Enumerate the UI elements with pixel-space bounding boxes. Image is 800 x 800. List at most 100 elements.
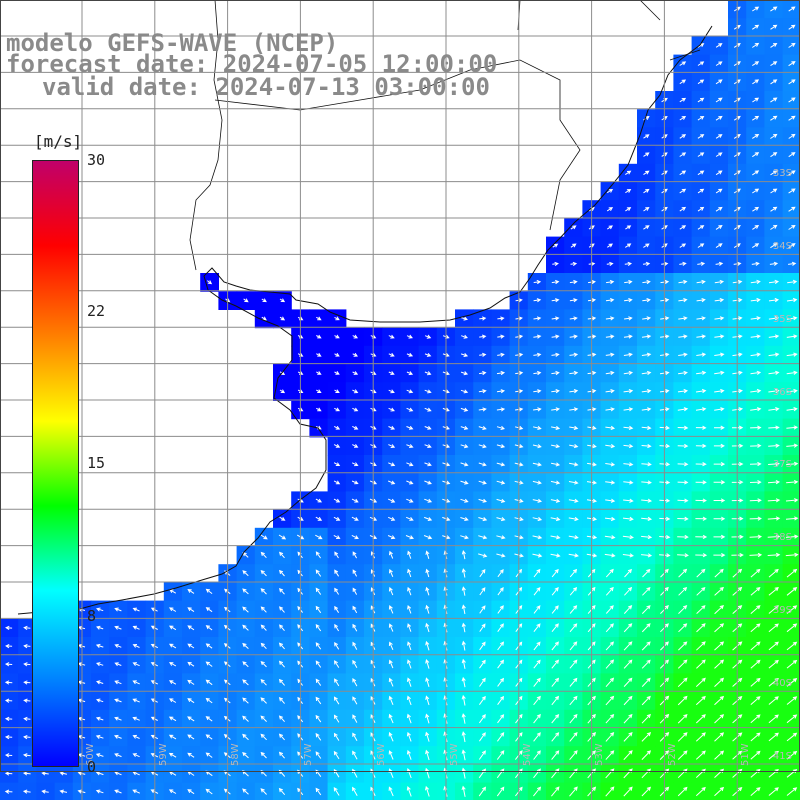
wind-arrow <box>606 279 615 285</box>
wind-arrow <box>278 715 285 723</box>
wind-arrow <box>788 188 796 194</box>
wind-arrow <box>714 732 725 742</box>
border-line <box>189 0 581 271</box>
wind-arrow <box>23 716 31 722</box>
wind-arrow <box>352 425 359 430</box>
wind-arrow <box>715 115 723 121</box>
wind-arrow <box>678 605 688 614</box>
wind-arrow <box>461 334 468 339</box>
lon-label: 59W <box>158 743 169 766</box>
wind-arrow <box>352 786 358 797</box>
wind-arrow <box>278 787 286 796</box>
wind-arrow <box>352 659 358 669</box>
wind-arrow <box>187 789 195 795</box>
wind-arrow <box>95 643 104 648</box>
wind-arrow <box>768 316 780 321</box>
wind-arrow <box>551 659 560 669</box>
wind-arrow <box>315 534 323 540</box>
wind-arrow <box>424 334 432 339</box>
wind-arrow <box>768 461 780 467</box>
wind-arrow <box>114 625 122 630</box>
wind-arrow <box>478 517 488 522</box>
wind-arrow <box>679 261 687 266</box>
wind-arrow <box>278 678 285 686</box>
wind-arrow <box>569 370 579 376</box>
wind-arrow <box>788 224 796 230</box>
wind-arrow <box>697 170 705 176</box>
wind-arrow <box>623 443 634 449</box>
wind-arrow <box>388 623 394 632</box>
wind-arrow <box>205 679 213 686</box>
wind-arrow <box>425 640 430 651</box>
wind-arrow <box>496 535 506 540</box>
wind-arrow <box>788 133 796 139</box>
wind-arrow <box>695 462 707 467</box>
wind-arrow <box>768 425 780 430</box>
wind-arrow <box>460 498 469 503</box>
wind-arrow <box>605 713 615 724</box>
wind-arrow <box>569 352 579 357</box>
wind-arrow <box>261 316 267 321</box>
wind-arrow <box>96 698 104 703</box>
wind-arrow <box>461 694 466 706</box>
wind-arrow <box>533 568 541 578</box>
wind-arrow <box>785 534 799 539</box>
lon-label: 52W <box>667 743 678 766</box>
wind-arrow <box>786 787 798 796</box>
wind-arrow <box>679 243 687 248</box>
wind-arrow <box>677 534 689 540</box>
wind-arrow <box>388 371 395 375</box>
wind-arrow <box>315 516 323 521</box>
wind-arrow <box>497 641 505 651</box>
wind-arrow <box>114 734 122 739</box>
wind-arrow <box>623 425 634 430</box>
wind-arrow <box>315 787 322 796</box>
wind-arrow <box>242 715 249 722</box>
wind-arrow <box>605 586 614 596</box>
wind-arrow <box>697 134 705 139</box>
wind-arrow <box>677 425 689 430</box>
wind-arrow <box>533 641 541 651</box>
wind-arrow <box>788 243 796 249</box>
wind-arrow <box>768 678 779 687</box>
wind-arrow <box>407 623 412 632</box>
wind-arrow <box>605 568 614 578</box>
wind-arrow <box>533 659 541 669</box>
wind-arrow <box>604 535 616 540</box>
wind-arrow <box>496 480 506 485</box>
wind-arrow <box>425 658 430 669</box>
wind-arrow <box>749 516 762 521</box>
wind-arrow <box>788 206 796 212</box>
wind-arrow <box>533 586 541 596</box>
wind-arrow <box>260 606 267 613</box>
wind-arrow <box>479 677 486 687</box>
wind-arrow <box>168 716 177 722</box>
wind-arrow <box>715 152 723 157</box>
wind-arrow <box>624 568 632 578</box>
wind-arrow <box>750 750 761 760</box>
lat-label: 37S <box>773 459 792 470</box>
wind-arrow <box>679 116 687 121</box>
wind-arrow <box>425 785 430 797</box>
wind-arrow <box>316 407 322 412</box>
wind-arrow <box>641 732 652 742</box>
wind-arrow <box>752 134 760 139</box>
wind-arrow <box>750 787 761 796</box>
wind-arrow <box>533 713 541 724</box>
wind-arrow <box>388 786 394 797</box>
wind-arrow <box>351 498 359 503</box>
wind-arrow <box>641 352 652 357</box>
wind-arrow <box>316 389 322 393</box>
wind-arrow <box>551 370 560 376</box>
wind-arrow <box>677 388 689 394</box>
wind-arrow <box>623 659 633 669</box>
wind-arrow <box>696 370 707 375</box>
wind-arrow <box>786 750 798 760</box>
wind-arrow <box>605 407 615 412</box>
wind-arrow <box>278 697 285 704</box>
wind-arrow <box>678 370 688 375</box>
wind-arrow <box>770 188 778 194</box>
wind-arrow <box>677 713 688 724</box>
wind-arrow <box>770 6 778 12</box>
wind-arrow <box>425 767 430 779</box>
